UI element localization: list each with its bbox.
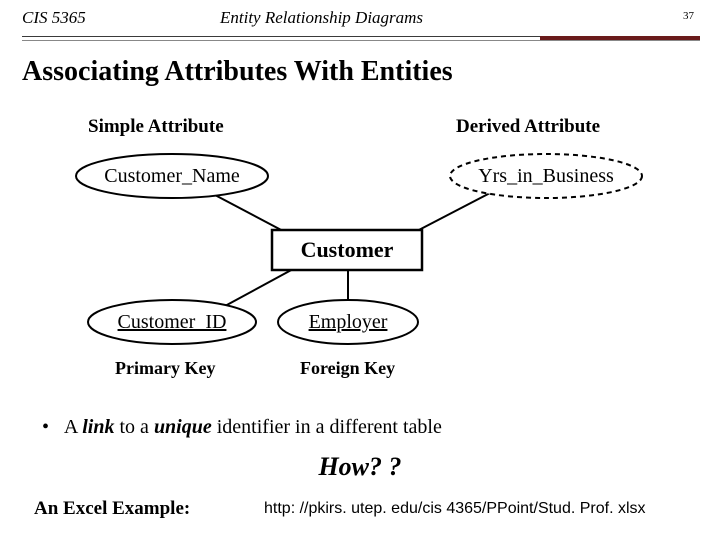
label-simple-attribute: Simple Attribute [88,116,224,137]
page-number: 37 [683,10,694,22]
header-rule-2 [22,40,700,41]
connector-customer_id [225,268,295,306]
attr-label-employer: Employer [309,311,388,333]
bullet-text-pre: A [64,416,82,438]
excel-url: http: //pkirs. utep. edu/cis 4365/PPoint… [264,500,646,518]
bullet-link-word: link [82,416,114,438]
bullet-text-post: identifier in a different table [212,416,442,438]
label-primary-key: Primary Key [115,358,215,378]
connector-yrs [415,193,490,232]
slide-title: Associating Attributes With Entities [22,56,453,88]
connector-customer_name [215,195,285,232]
slide-topic: Entity Relationship Diagrams [220,8,423,28]
attr-label-customer_name: Customer_Name [104,165,240,187]
bullet-text-mid: to a [115,416,154,438]
label-derived-attribute: Derived Attribute [456,116,600,137]
attr-label-customer_id: Customer_ID [118,311,227,333]
course-code: CIS 5365 [22,8,86,28]
bullet-dot: • [42,416,60,439]
label-foreign-key: Foreign Key [300,358,395,378]
entity-label: Customer [301,237,394,262]
attr-label-yrs: Yrs_in_Business [478,165,614,187]
bullet-line: • A link to a unique identifier in a dif… [42,416,442,439]
excel-example-label: An Excel Example: [34,498,190,520]
how-question: How? ? [0,452,720,482]
er-diagram: Customer Customer_Name Yrs_in_Business Cust… [0,90,720,390]
bullet-unique-word: unique [154,416,212,438]
